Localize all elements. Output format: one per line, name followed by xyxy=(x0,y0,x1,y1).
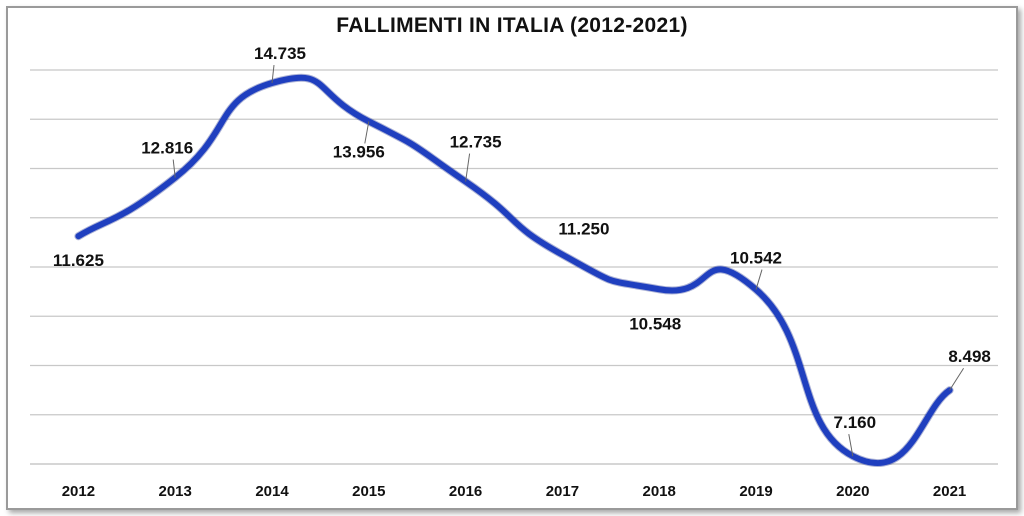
x-tick-label: 2015 xyxy=(352,483,385,500)
chart-title: FALLIMENTI IN ITALIA (2012-2021) xyxy=(336,14,688,37)
series-line-shadow xyxy=(74,73,954,468)
x-tick-label: 2012 xyxy=(62,483,95,500)
chart-frame xyxy=(6,6,1018,510)
x-tick-label: 2020 xyxy=(836,483,869,500)
data-label-leader xyxy=(755,269,763,290)
series-line xyxy=(75,74,953,467)
x-tick-label: 2016 xyxy=(449,483,482,500)
x-tick-label: 2018 xyxy=(643,483,676,500)
data-label: 11.250 xyxy=(558,220,609,239)
data-label: 12.816 xyxy=(141,139,193,158)
x-tick-label: 2019 xyxy=(739,483,772,500)
data-label: 7.160 xyxy=(834,413,877,432)
data-label: 8.498 xyxy=(948,347,991,366)
data-label-leader xyxy=(465,153,471,182)
data-label: 10.548 xyxy=(629,314,681,333)
data-label-leader xyxy=(949,367,965,391)
data-label-leader xyxy=(364,121,370,144)
data-label: 11.625 xyxy=(53,251,104,270)
data-label: 13.956 xyxy=(333,142,385,161)
x-tick-label: 2014 xyxy=(255,483,289,500)
data-label-leader xyxy=(271,64,275,84)
data-label-leader xyxy=(172,159,176,178)
x-tick-label: 2021 xyxy=(933,483,966,500)
data-label: 12.735 xyxy=(450,133,502,152)
x-tick-label: 2017 xyxy=(546,483,579,500)
x-tick-label: 2013 xyxy=(159,483,192,500)
data-label: 14.735 xyxy=(254,44,306,63)
data-label: 10.542 xyxy=(730,249,782,268)
data-label-leader xyxy=(848,434,854,457)
